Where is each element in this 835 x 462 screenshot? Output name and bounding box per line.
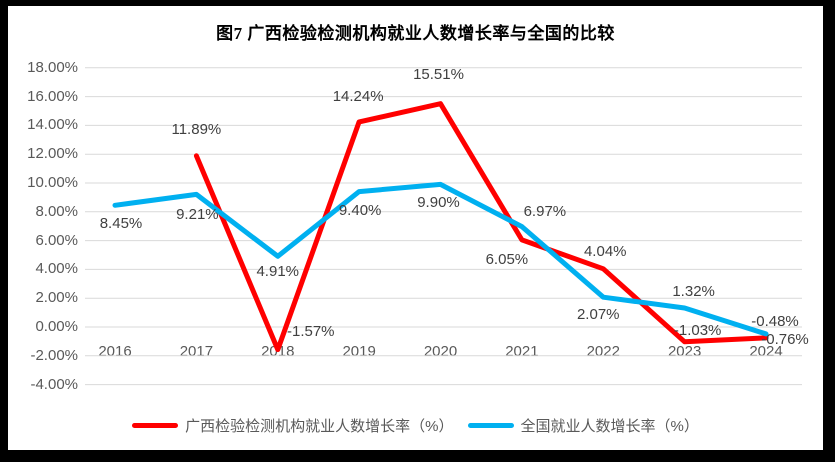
y-axis-tick-label: 2.00% [35, 289, 78, 307]
data-label: 11.89% [171, 120, 222, 138]
chart-legend: 广西检验检测机构就业人数增长率（%） 全国就业人数增长率（%） [8, 412, 823, 438]
data-label: 8.45% [99, 215, 143, 233]
series-line-national [112, 181, 769, 337]
legend-line-red-icon [132, 422, 179, 428]
data-label: 9.21% [176, 206, 219, 224]
series-line-guangxi [193, 101, 769, 353]
y-axis-tick-label: 0.00% [35, 318, 78, 335]
data-label: 6.05% [485, 250, 529, 268]
data-label: 9.90% [417, 194, 460, 212]
legend-item-guangxi: 广西检验检测机构就业人数增长率（%） [132, 415, 454, 436]
y-axis-tick-label: 14.00% [27, 116, 78, 134]
chart-canvas: 图7 广西检验检测机构就业人数增长率与全国的比较 广西检验检测机构就业人数增长率… [8, 6, 823, 450]
data-label: -1.03% [673, 321, 722, 339]
legend-item-national: 全国就业人数增长率（%） [467, 415, 699, 436]
data-label: -0.48% [751, 312, 799, 330]
y-axis-tick-label: 16.00% [27, 87, 78, 105]
legend-line-blue-icon [467, 422, 514, 428]
data-label: 4.91% [256, 263, 300, 281]
y-axis-tick-label: 6.00% [35, 231, 78, 249]
y-axis-tick-label: -2.00% [30, 346, 78, 364]
y-axis-tick-label: -4.00% [30, 375, 78, 393]
data-label: -1.57% [286, 322, 335, 340]
data-label: 2.07% [576, 306, 620, 324]
legend-label-guangxi: 广西检验检测机构就业人数增长率（%） [185, 417, 454, 435]
y-axis-tick-label: 10.00% [27, 174, 78, 191]
data-label: 9.40% [338, 201, 382, 219]
data-label: -0.76% [761, 330, 809, 348]
data-label: 14.24% [332, 87, 384, 105]
plot-area [85, 67, 802, 386]
y-axis-tick-label: 8.00% [35, 202, 78, 220]
data-label: 1.32% [672, 282, 715, 300]
data-label: 6.97% [523, 202, 567, 220]
legend-label-national: 全国就业人数增长率（%） [520, 417, 699, 435]
figure-title: 图7 广西检验检测机构就业人数增长率与全国的比较 [216, 24, 615, 43]
y-axis-tick-label: 4.00% [35, 260, 78, 278]
data-label: 4.04% [583, 242, 627, 260]
data-label: 15.51% [413, 65, 464, 83]
y-axis-tick-label: 12.00% [27, 145, 78, 163]
y-axis-tick-label: 18.00% [27, 58, 78, 76]
